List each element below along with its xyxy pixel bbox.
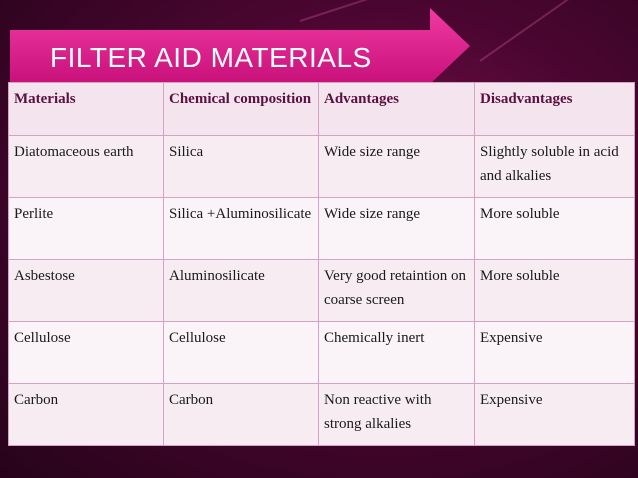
table-cell: Expensive [474, 383, 635, 446]
table-cell: Cellulose [8, 321, 164, 384]
table-row: Diatomaceous earth Silica Wide size rang… [8, 135, 635, 198]
table-cell: Very good retaintion on coarse screen [318, 259, 475, 322]
table-cell: Chemically inert [318, 321, 475, 384]
table-row: Carbon Carbon Non reactive with strong a… [8, 383, 635, 446]
table-cell: Slightly soluble in acid and alkalies [474, 135, 635, 198]
table-row: Asbestose Aluminosilicate Very good reta… [8, 259, 635, 322]
table-cell: More soluble [474, 259, 635, 322]
page-title: FILTER AID MATERIALS [50, 42, 372, 73]
arrow-shape [10, 8, 470, 84]
table-cell: More soluble [474, 197, 635, 260]
table-cell: Aluminosilicate [163, 259, 319, 322]
table-cell: Perlite [8, 197, 164, 260]
table-cell: Wide size range [318, 197, 475, 260]
table-cell: Carbon [8, 383, 164, 446]
table-cell: Expensive [474, 321, 635, 384]
header-materials: Materials [8, 82, 164, 136]
header-disadvantages: Disadvantages [474, 82, 635, 136]
title-banner: FILTER AID MATERIALS [10, 8, 470, 84]
table-cell: Silica [163, 135, 319, 198]
table-header-row: Materials Chemical composition Advantage… [8, 82, 635, 136]
header-chemical-composition: Chemical composition [163, 82, 319, 136]
table-cell: Silica +Aluminosilicate [163, 197, 319, 260]
table-cell: Asbestose [8, 259, 164, 322]
table-cell: Non reactive with strong alkalies [318, 383, 475, 446]
table-cell: Carbon [163, 383, 319, 446]
table-cell: Cellulose [163, 321, 319, 384]
table-row: Perlite Silica +Aluminosilicate Wide siz… [8, 197, 635, 260]
table-row: Cellulose Cellulose Chemically inert Exp… [8, 321, 635, 384]
background-streak [479, 0, 638, 62]
table-cell: Wide size range [318, 135, 475, 198]
filter-aid-table: Materials Chemical composition Advantage… [8, 82, 635, 446]
table-cell: Diatomaceous earth [8, 135, 164, 198]
header-advantages: Advantages [318, 82, 475, 136]
